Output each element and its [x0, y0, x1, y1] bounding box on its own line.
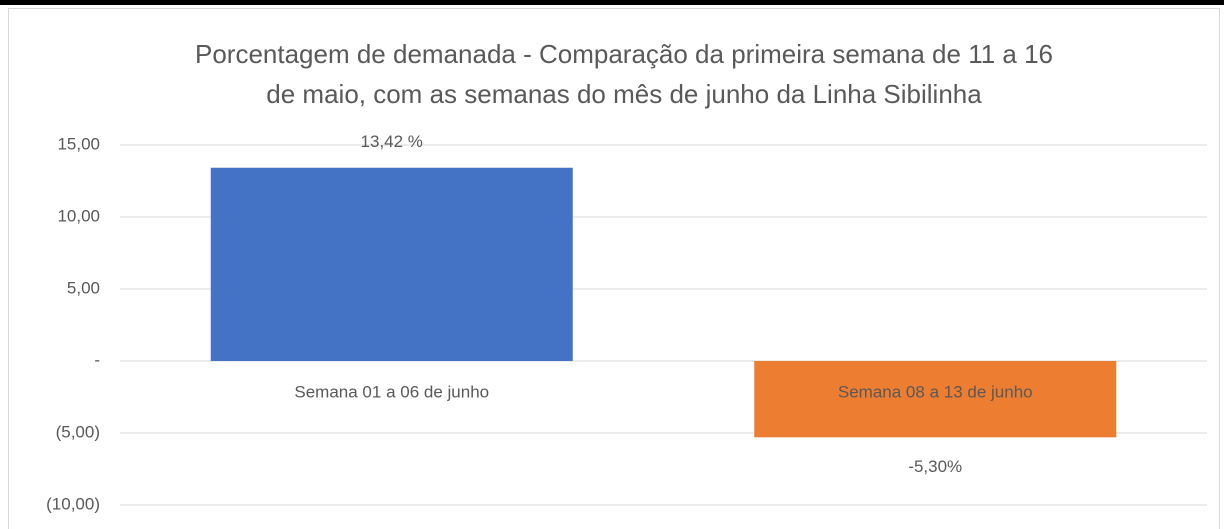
x-tick-label: Semana 08 a 13 de junho [838, 382, 1033, 401]
x-tick-label: Semana 01 a 06 de junho [294, 382, 489, 401]
y-tick-label: 15,00 [57, 134, 100, 153]
y-tick-label: - [94, 350, 100, 369]
data-label: -5,30% [908, 457, 962, 476]
chart-title: Porcentagem de demanada - Comparação da … [195, 39, 1053, 69]
chart-title: de maio, com as semanas do mês de junho … [266, 79, 982, 109]
bar [754, 361, 1117, 438]
data-label: 13,42 % [361, 132, 423, 151]
y-tick-label: (5,00) [56, 422, 100, 441]
top-border [0, 0, 1224, 5]
y-tick-label: (10,00) [46, 494, 100, 513]
y-tick-label: 10,00 [57, 206, 100, 225]
y-tick-label: 5,00 [67, 278, 100, 297]
chart-border [8, 8, 1220, 529]
bar [210, 167, 573, 361]
